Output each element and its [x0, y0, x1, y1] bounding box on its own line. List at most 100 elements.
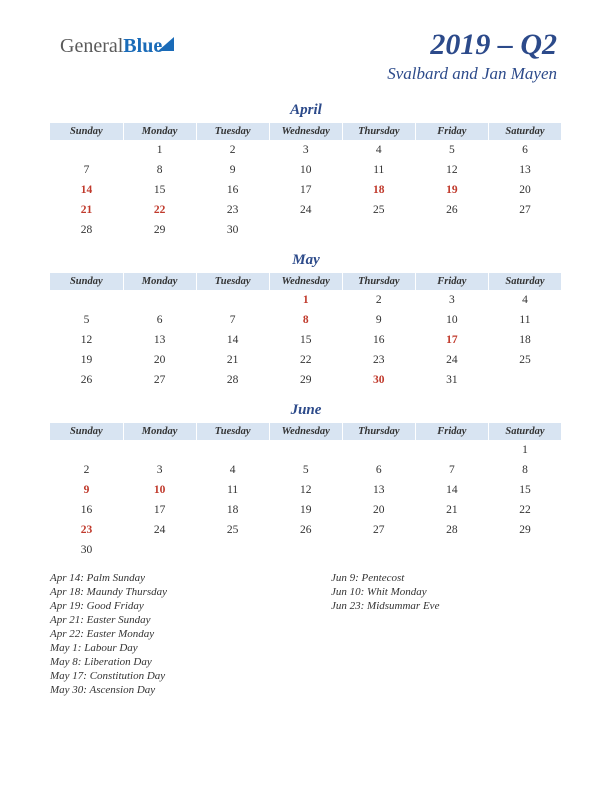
calendar-cell [342, 440, 415, 460]
calendar-cell: 10 [269, 160, 342, 180]
weekday-header: Monday [123, 423, 196, 440]
calendar-row: 21222324252627 [50, 200, 562, 220]
calendar-cell: 19 [415, 180, 488, 200]
month-block: AprilSundayMondayTuesdayWednesdayThursda… [50, 102, 562, 240]
holiday-entry: May 1: Labour Day [50, 642, 281, 654]
calendar-table: SundayMondayTuesdayWednesdayThursdayFrid… [50, 423, 562, 560]
calendar-wrap: AprilSundayMondayTuesdayWednesdayThursda… [50, 102, 562, 560]
calendar-cell: 16 [50, 500, 123, 520]
calendar-cell: 22 [269, 350, 342, 370]
calendar-row: 1234 [50, 290, 562, 310]
weekday-header: Friday [415, 273, 488, 290]
calendar-table: SundayMondayTuesdayWednesdayThursdayFrid… [50, 273, 562, 390]
calendar-cell: 30 [196, 220, 269, 240]
calendar-cell: 16 [196, 180, 269, 200]
title-block: 2019 – Q2 Svalbard and Jan Mayen [387, 28, 557, 84]
calendar-cell: 1 [123, 140, 196, 160]
calendar-cell: 20 [123, 350, 196, 370]
weekday-header: Saturday [488, 423, 561, 440]
calendar-table: SundayMondayTuesdayWednesdayThursdayFrid… [50, 123, 562, 240]
calendar-cell: 6 [488, 140, 561, 160]
calendar-cell [50, 440, 123, 460]
calendar-cell: 6 [342, 460, 415, 480]
weekday-header: Wednesday [269, 273, 342, 290]
calendar-cell [196, 290, 269, 310]
weekday-header: Sunday [50, 123, 123, 140]
calendar-row: 23242526272829 [50, 520, 562, 540]
calendar-cell: 5 [269, 460, 342, 480]
calendar-row: 123456 [50, 140, 562, 160]
calendar-cell: 26 [269, 520, 342, 540]
calendar-cell: 11 [196, 480, 269, 500]
holiday-entry: May 30: Ascension Day [50, 684, 281, 696]
weekday-header: Friday [415, 423, 488, 440]
calendar-cell: 2 [342, 290, 415, 310]
year-quarter: 2019 – Q2 [387, 28, 557, 62]
calendar-cell: 1 [488, 440, 561, 460]
calendar-cell: 13 [488, 160, 561, 180]
calendar-cell: 17 [415, 330, 488, 350]
calendar-cell: 4 [342, 140, 415, 160]
calendar-cell: 17 [269, 180, 342, 200]
calendar-cell: 12 [415, 160, 488, 180]
calendar-cell: 13 [342, 480, 415, 500]
calendar-cell: 24 [269, 200, 342, 220]
calendar-cell [488, 370, 561, 390]
calendar-cell: 29 [123, 220, 196, 240]
holiday-entry: Apr 14: Palm Sunday [50, 572, 281, 584]
calendar-cell: 20 [488, 180, 561, 200]
logo-part2: Blue [123, 35, 162, 57]
calendar-row: 1 [50, 440, 562, 460]
weekday-header: Monday [123, 123, 196, 140]
calendar-cell: 14 [415, 480, 488, 500]
calendar-cell: 25 [342, 200, 415, 220]
calendar-cell: 9 [342, 310, 415, 330]
calendar-cell: 29 [488, 520, 561, 540]
calendar-row: 262728293031 [50, 370, 562, 390]
weekday-header: Sunday [50, 273, 123, 290]
calendar-cell: 28 [50, 220, 123, 240]
weekday-header: Thursday [342, 423, 415, 440]
calendar-cell: 18 [488, 330, 561, 350]
calendar-cell: 25 [196, 520, 269, 540]
calendar-cell: 27 [123, 370, 196, 390]
calendar-cell [123, 290, 196, 310]
calendar-cell [415, 540, 488, 560]
calendar-cell: 22 [488, 500, 561, 520]
calendar-cell [269, 440, 342, 460]
calendar-row: 2345678 [50, 460, 562, 480]
calendar-cell: 20 [342, 500, 415, 520]
calendar-cell: 22 [123, 200, 196, 220]
weekday-header: Wednesday [269, 423, 342, 440]
calendar-cell: 24 [123, 520, 196, 540]
calendar-cell [342, 540, 415, 560]
calendar-cell: 12 [269, 480, 342, 500]
calendar-cell: 23 [342, 350, 415, 370]
calendar-cell: 11 [488, 310, 561, 330]
calendar-row: 78910111213 [50, 160, 562, 180]
calendar-cell [123, 540, 196, 560]
calendar-cell: 9 [50, 480, 123, 500]
holiday-entry: Apr 18: Maundy Thursday [50, 586, 281, 598]
weekday-header: Monday [123, 273, 196, 290]
calendar-cell: 29 [269, 370, 342, 390]
calendar-cell: 14 [50, 180, 123, 200]
calendar-cell: 26 [50, 370, 123, 390]
calendar-cell: 23 [196, 200, 269, 220]
calendar-cell: 11 [342, 160, 415, 180]
calendar-cell: 19 [50, 350, 123, 370]
calendar-cell: 18 [342, 180, 415, 200]
calendar-cell: 9 [196, 160, 269, 180]
calendar-cell: 13 [123, 330, 196, 350]
calendar-cell: 10 [123, 480, 196, 500]
calendar-cell: 8 [269, 310, 342, 330]
calendar-cell: 15 [269, 330, 342, 350]
holiday-entry: May 8: Liberation Day [50, 656, 281, 668]
month-block: JuneSundayMondayTuesdayWednesdayThursday… [50, 402, 562, 560]
weekday-header: Saturday [488, 123, 561, 140]
calendar-cell: 10 [415, 310, 488, 330]
logo-triangle-icon [158, 37, 174, 51]
calendar-cell: 1 [269, 290, 342, 310]
holiday-entry: Jun 23: Midsummar Eve [331, 600, 562, 612]
logo-part1: General [60, 35, 123, 57]
